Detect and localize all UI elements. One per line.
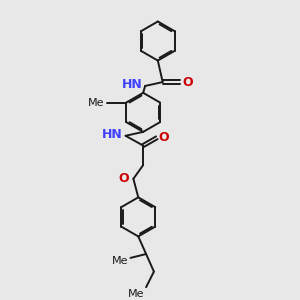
Text: Me: Me [128, 289, 144, 299]
Text: O: O [119, 172, 130, 185]
Text: Me: Me [88, 98, 105, 108]
Text: O: O [182, 76, 193, 88]
Text: HN: HN [122, 79, 142, 92]
Text: O: O [159, 131, 170, 144]
Text: Me: Me [112, 256, 128, 266]
Text: HN: HN [102, 128, 123, 141]
